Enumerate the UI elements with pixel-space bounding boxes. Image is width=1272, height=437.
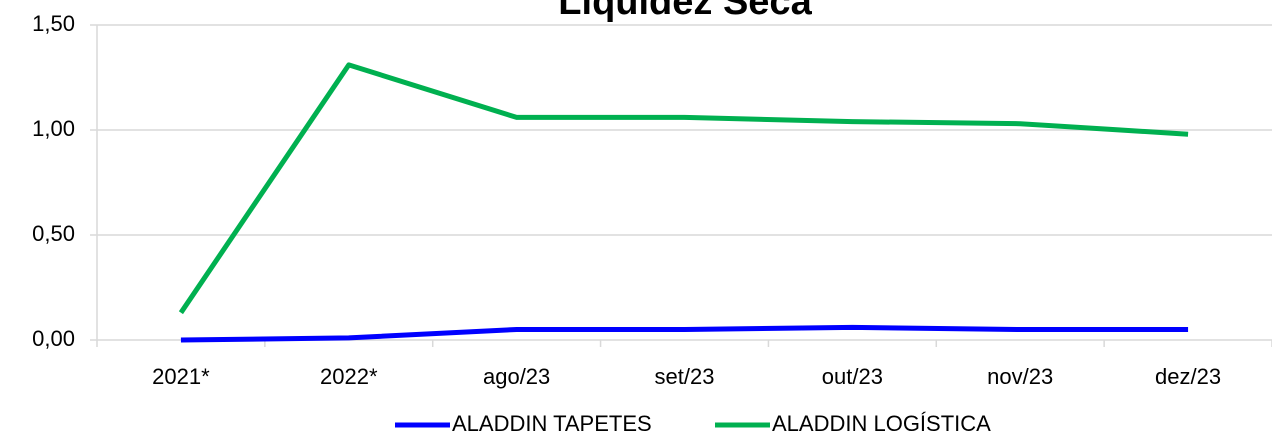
x-tick-label: out/23 [822,364,883,389]
y-tick-label: 1,00 [32,116,75,141]
y-tick-label: 1,50 [32,11,75,36]
data-line [180,324,1189,343]
data-line [178,62,1189,315]
legend-label: ALADDIN LOGÍSTICA [772,411,991,436]
chart-title: Liquidez Seca [558,0,812,23]
x-tick-label: 2021* [152,364,210,389]
x-tick-label: ago/23 [483,364,550,389]
legend-label: ALADDIN TAPETES [452,411,652,436]
y-tick-label: 0,00 [32,326,75,351]
x-tick-label: dez/23 [1155,364,1221,389]
x-tick-label: 2022* [320,364,378,389]
x-tick-label: set/23 [655,364,715,389]
y-tick-label: 0,50 [32,221,75,246]
x-tick-label: nov/23 [987,364,1053,389]
